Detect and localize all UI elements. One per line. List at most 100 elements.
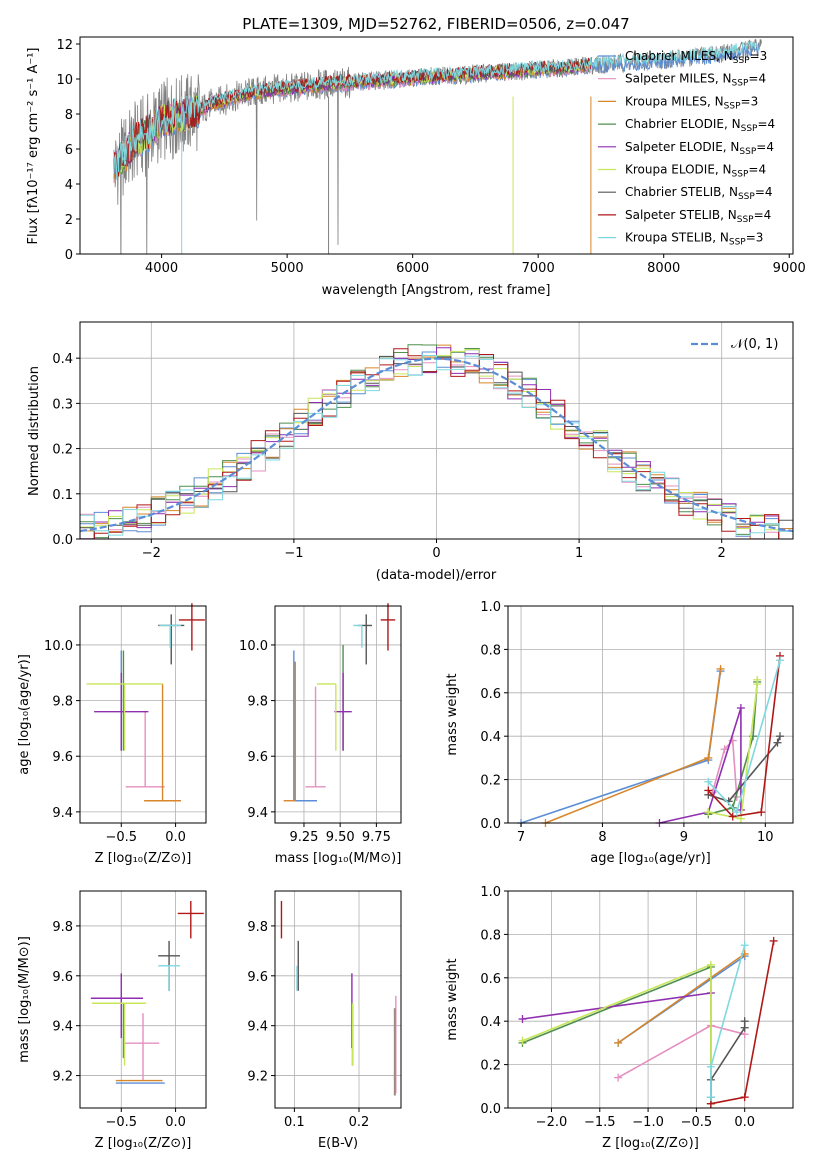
y-tick-label: 9.4 xyxy=(52,1020,73,1035)
series-line-chabrier_elodie xyxy=(708,681,758,816)
x-tick-label: −1.5 xyxy=(584,1115,616,1130)
legend-label-name: Kroupa STELIB, N xyxy=(625,231,729,245)
series-line-kroupa_miles xyxy=(617,953,746,1044)
y-tick-label: 0.2 xyxy=(480,774,501,789)
residual-y-tick-label: 0.3 xyxy=(52,397,73,412)
residual-ylabel: Normed distribution xyxy=(27,366,42,496)
legend-label-name: Salpeter MILES, N xyxy=(625,72,732,86)
legend-label-name: Chabrier STELIB, N xyxy=(625,185,738,199)
x-tick-label: 9 xyxy=(680,830,688,845)
y-tick-label: 0.6 xyxy=(480,972,501,987)
y-tick-label: 10.0 xyxy=(44,639,73,654)
spectrum-frame xyxy=(79,36,794,255)
y-tick-label: 0.4 xyxy=(480,1015,501,1030)
gauss-curve xyxy=(79,357,794,533)
y-tick-label: 10.0 xyxy=(239,639,268,654)
legend-label-tail: =4 xyxy=(754,208,772,222)
legend-label-subscript: SSP xyxy=(739,147,756,157)
legend-label-subscript: SSP xyxy=(741,124,758,134)
x-tick-label: 9.50 xyxy=(326,830,355,845)
y-tick-label: 0.8 xyxy=(480,643,501,658)
plot-frame xyxy=(79,605,207,824)
y-tick-label: 9.8 xyxy=(247,920,268,935)
legend-label-salpeter_stelib: Salpeter STELIB, NSSP=4 xyxy=(625,208,771,225)
spectrum-y-tick-label: 4 xyxy=(65,178,73,193)
series-line-salpeter_stelib xyxy=(707,655,781,818)
plot-content xyxy=(283,603,396,802)
series-line-kroupa_elodie xyxy=(522,963,712,1104)
y-tick-label: 9.8 xyxy=(247,695,268,710)
legend-label-chabrier_stelib: Chabrier STELIB, NSSP=4 xyxy=(625,185,773,202)
residual-x-tick-label: −2 xyxy=(142,546,161,561)
residual-panel: −2 −1 0 1 2 0.0 0.1 0.2 0.3 0.4 (data-model)/err… xyxy=(27,321,794,583)
y-tick-label: 9.4 xyxy=(247,806,268,821)
y-tick-label: 9.2 xyxy=(247,1070,268,1085)
spectrum-x-tick-label: 9000 xyxy=(773,261,806,276)
y-axis-label: mass [log₁₀(M/M⊙)] xyxy=(17,936,32,1063)
spectrum-x-tick-label: 8000 xyxy=(647,261,680,276)
y-tick-label: 9.6 xyxy=(247,750,268,765)
series-line-salpeter_stelib xyxy=(710,940,775,1105)
legend-label-chabrier_miles: Chabrier MILES, NSSP=3 xyxy=(625,49,767,66)
legend-label-tail: =4 xyxy=(755,185,773,199)
legend-label-tail: =4 xyxy=(748,163,766,177)
x-axis-label: age [log₁₀(age/yr)] xyxy=(590,851,711,866)
spectrum-y-tick-label: 8 xyxy=(65,108,73,123)
legend-label-kroupa_elodie: Kroupa ELODIE, NSSP=4 xyxy=(625,163,766,180)
legend-label-name: Salpeter STELIB, N xyxy=(625,208,737,222)
plot-content xyxy=(518,936,778,1108)
legend-label-tail: =3 xyxy=(741,94,759,108)
y-axis-label: mass weight xyxy=(445,958,460,1040)
spectrum-y-ticks: 0 2 4 6 8 10 12 xyxy=(56,38,80,263)
y-tick-label: 0.4 xyxy=(480,730,501,745)
series-line-chabrier_stelib xyxy=(708,735,781,803)
legend-label-subscript: SSP xyxy=(729,238,746,248)
series-line-salpeter_miles xyxy=(617,1024,745,1079)
legend-label-name: Salpeter ELODIE, N xyxy=(625,140,739,154)
residual-x-tick-label: 1 xyxy=(575,546,583,561)
series-line-salpeter_elodie xyxy=(522,992,712,1020)
x-tick-label: 8 xyxy=(598,830,606,845)
legend-label-subscript: SSP xyxy=(732,170,749,180)
spectrum-plot-area xyxy=(113,38,762,254)
legend-label-subscript: SSP xyxy=(732,79,749,89)
y-tick-label: 0.2 xyxy=(480,1059,501,1074)
y-tick-label: 9.4 xyxy=(247,1020,268,1035)
age-vs-mass-panel: 9.25 9.50 9.75 9.4 9.6 9.8 10.0 mass [log₁₀(M/M… xyxy=(239,603,402,866)
spectrum-title: PLATE=1309, MJD=52762, FIBERID=0506, z=0… xyxy=(242,15,629,33)
series-line-chabrier_miles xyxy=(520,670,722,824)
legend-label-name: Kroupa MILES, N xyxy=(625,94,724,108)
mass-vs-metallicity-panel: −0.5 0.0 9.2 9.4 9.6 9.8 Z [log₁₀(Z/Z⊙)] mass [… xyxy=(17,890,207,1151)
spectrum-x-tick-label: 5000 xyxy=(271,261,304,276)
spectrum-model-kroupa_stelib xyxy=(113,40,760,181)
spectrum-x-tick-label: 6000 xyxy=(396,261,429,276)
x-tick-label: 9.25 xyxy=(289,830,318,845)
x-tick-label: −0.5 xyxy=(105,1115,137,1130)
y-axis-label: age [log₁₀(age/yr)] xyxy=(17,654,32,775)
plot-content xyxy=(280,900,397,1096)
x-tick-label: −0.5 xyxy=(105,830,137,845)
x-tick-label: 10 xyxy=(757,830,774,845)
legend-label-salpeter_elodie: Salpeter ELODIE, NSSP=4 xyxy=(625,140,774,157)
y-tick-label: 0.0 xyxy=(480,1102,501,1117)
y-tick-label: 9.4 xyxy=(52,806,73,821)
legend-label-kroupa_miles: Kroupa MILES, NSSP=3 xyxy=(625,94,758,111)
spectrum-x-tick-label: 4000 xyxy=(145,261,178,276)
x-tick-label: 9.75 xyxy=(362,830,391,845)
y-tick-label: 9.6 xyxy=(52,750,73,765)
plot-content xyxy=(517,651,784,827)
mass-vs-extinction-panel: 0.1 0.2 9.2 9.4 9.6 9.8 E(B-V) xyxy=(247,890,402,1151)
residual-x-tick-label: 0 xyxy=(432,546,440,561)
legend-label-name: Kroupa ELODIE, N xyxy=(625,163,732,177)
legend-label-kroupa_stelib: Kroupa STELIB, NSSP=3 xyxy=(625,231,763,248)
legend-label-tail: =3 xyxy=(750,49,768,63)
residual-plot-area xyxy=(79,322,794,540)
x-tick-label: 0.2 xyxy=(349,1115,370,1130)
legend-label-name: Chabrier ELODIE, N xyxy=(625,117,741,131)
plot-content xyxy=(90,900,204,1084)
plot-frame xyxy=(274,605,402,824)
legend-label-tail: =3 xyxy=(746,231,764,245)
legend-label-name: Chabrier MILES, N xyxy=(625,49,733,63)
